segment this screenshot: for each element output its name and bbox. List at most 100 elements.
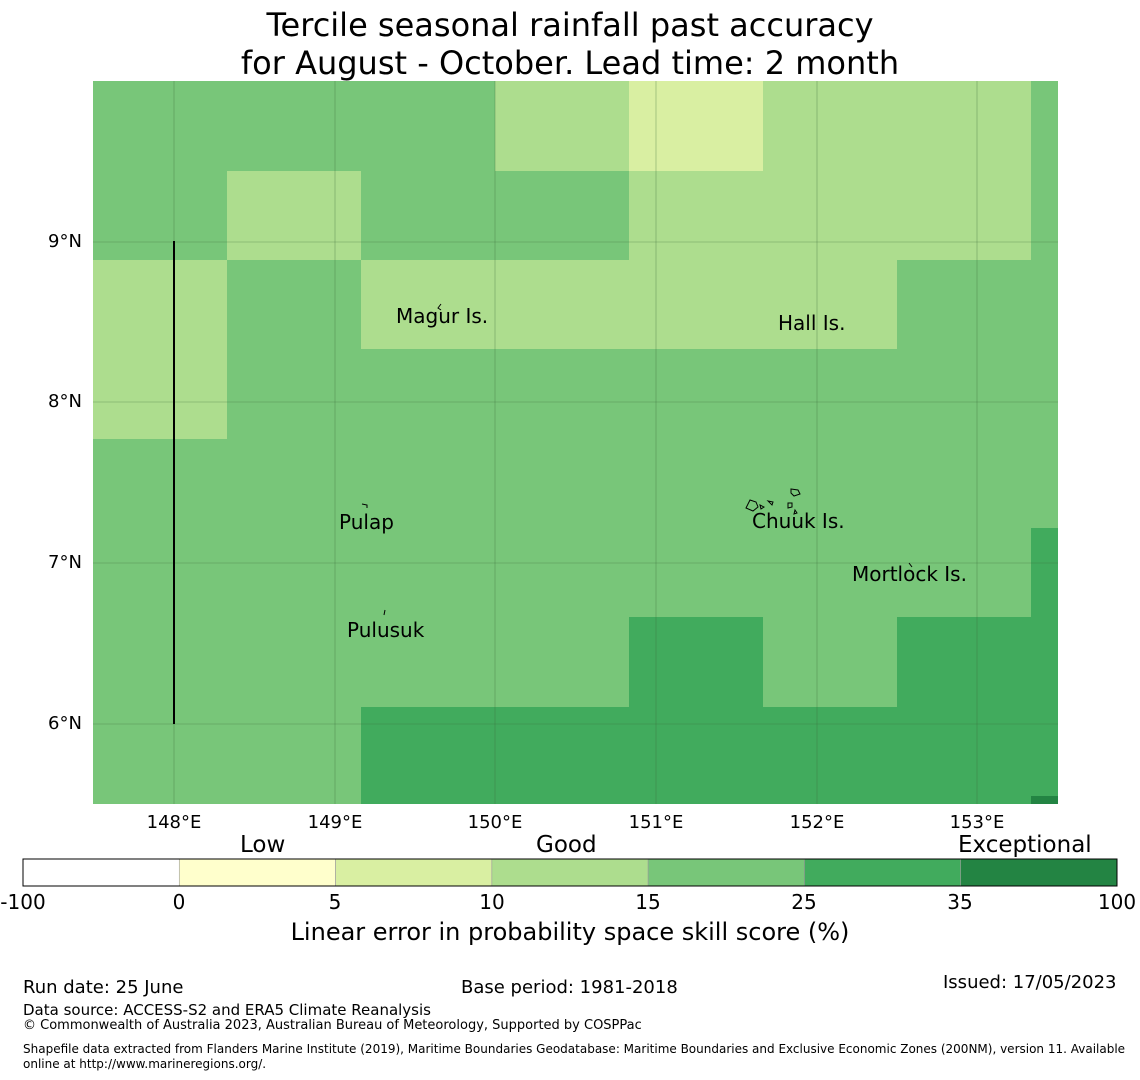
colorbar-tick-5: 5	[328, 890, 342, 914]
map-cell	[93, 707, 227, 804]
lon-tick-153e: 153°E	[949, 812, 1005, 833]
map-cell	[227, 81, 361, 171]
shapefile-credit-line-2: online at http://www.marineregions.org/.	[23, 1057, 267, 1071]
map-cell	[897, 81, 1031, 171]
map-cell	[227, 617, 361, 707]
colorbar-segment	[804, 858, 962, 887]
map-cell	[495, 528, 629, 617]
data-source: Data source: ACCESS-S2 and ERA5 Climate …	[23, 1001, 431, 1019]
lon-tick-150e: 150°E	[467, 812, 523, 833]
colorbar-segment	[22, 858, 180, 887]
lon-tick-152e: 152°E	[789, 812, 845, 833]
map-title-line-2: for August - October. Lead time: 2 month	[240, 44, 900, 82]
map-cell	[93, 81, 227, 171]
place-label-magur: Magur Is.	[396, 304, 489, 328]
skill-score-map	[93, 81, 1058, 804]
map-cell	[629, 528, 763, 617]
map-title-line-1: Tercile seasonal rainfall past accuracy	[266, 6, 874, 44]
map-cell	[495, 349, 629, 439]
colorbar-segment	[491, 858, 649, 887]
map-cell	[495, 439, 629, 528]
place-label-pulusuk: Pulusuk	[347, 618, 425, 642]
pulap-island-shape	[361, 503, 368, 508]
map-cell	[227, 439, 361, 528]
map-cell	[763, 617, 897, 707]
map-cell	[629, 349, 763, 439]
colorbar-tick-15: 15	[635, 890, 661, 914]
map-cell	[1031, 617, 1058, 707]
map-cell	[897, 528, 1031, 617]
map-cell	[227, 260, 361, 349]
colorbar-category-good: Good	[536, 832, 597, 858]
map-cell	[897, 439, 1031, 528]
map-cell	[763, 81, 897, 171]
map-cell	[629, 707, 763, 804]
place-label-chuuk: Chuuk Is.	[752, 509, 845, 533]
map-cell	[897, 617, 1031, 707]
map-cell	[361, 171, 495, 260]
colorbar-segment	[178, 858, 336, 887]
map-cell	[897, 349, 1031, 439]
lon-tick-149e: 149°E	[307, 812, 363, 833]
map-grid-cells	[93, 81, 1058, 804]
map-cell	[227, 349, 361, 439]
map-cell	[1031, 707, 1058, 804]
issued-date: Issued: 17/05/2023	[943, 972, 1117, 993]
map-cell	[897, 260, 1031, 349]
colorbar	[22, 858, 1118, 887]
map-cell	[495, 617, 629, 707]
colorbar-category-low: Low	[240, 832, 286, 858]
shapefile-credit-line-1: Shapefile data extracted from Flanders M…	[23, 1042, 1126, 1056]
map-cell	[763, 349, 897, 439]
map-cell	[495, 260, 629, 349]
map-cell	[763, 260, 897, 349]
map-cell	[763, 171, 897, 260]
map-cell	[1031, 439, 1058, 528]
colorbar-tick-minus100: -100	[0, 890, 46, 914]
map-cell	[361, 260, 495, 349]
map-cell	[361, 439, 495, 528]
colorbar-frame	[22, 858, 1118, 887]
map-cell	[897, 707, 1031, 804]
map-cell	[1031, 796, 1058, 804]
place-label-pulap: Pulap	[339, 510, 394, 534]
lon-tick-148e: 148°E	[146, 812, 202, 833]
map-cell	[93, 617, 227, 707]
map-cell	[495, 707, 629, 804]
map-cell	[763, 528, 897, 617]
map-cell	[361, 528, 495, 617]
map-cell	[227, 528, 361, 617]
place-label-hall: Hall Is.	[778, 311, 846, 335]
colorbar-segments	[22, 858, 1118, 887]
map-cell	[227, 171, 361, 260]
colorbar-tick-10: 10	[479, 890, 505, 914]
map-cell	[1031, 349, 1058, 439]
colorbar-segment	[960, 858, 1118, 887]
colorbar-tick-0: 0	[172, 890, 186, 914]
map-cell	[629, 171, 763, 260]
pulusuk-island-shape	[383, 609, 386, 616]
colorbar-category-exceptional: Exceptional	[958, 832, 1092, 858]
colorbar-tick-100: 100	[1097, 890, 1137, 914]
base-period: Base period: 1981-2018	[461, 977, 678, 998]
map-cell	[361, 707, 495, 804]
lat-tick-9n: 9°N	[48, 231, 82, 252]
map-cell	[763, 707, 897, 804]
map-cell	[361, 617, 495, 707]
lon-tick-151e: 151°E	[628, 812, 684, 833]
colorbar-axis-label: Linear error in probability space skill …	[290, 918, 850, 946]
place-label-mortlock: Mortlock Is.	[852, 562, 967, 586]
map-cell	[629, 617, 763, 707]
map-cell	[1031, 171, 1058, 260]
map-cell	[629, 81, 763, 171]
colorbar-segment	[335, 858, 493, 887]
map-cell	[897, 171, 1031, 260]
colorbar-tick-35: 35	[947, 890, 973, 914]
lat-tick-6n: 6°N	[48, 713, 82, 734]
map-cell	[1031, 260, 1058, 349]
map-cell	[361, 81, 495, 171]
chuuk-lagoon-shape	[745, 488, 801, 515]
lat-tick-7n: 7°N	[48, 552, 82, 573]
lat-tick-8n: 8°N	[48, 391, 82, 412]
colorbar-tick-25: 25	[791, 890, 817, 914]
